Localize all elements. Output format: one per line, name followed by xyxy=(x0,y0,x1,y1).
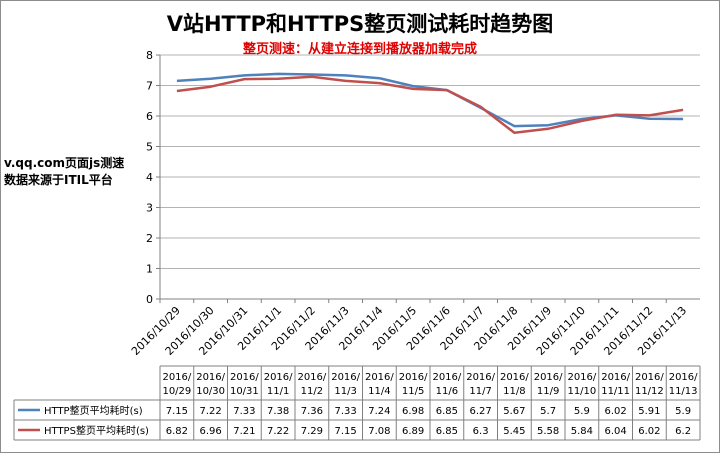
table-header-line-1: 2016/ xyxy=(230,372,259,383)
series-line-2 xyxy=(176,75,684,135)
y-tick-label: 6 xyxy=(146,110,153,123)
table-header-line-2: 11/12 xyxy=(635,386,664,397)
table-cell-value: 7.15 xyxy=(334,426,356,437)
table-cell-value: 5.58 xyxy=(537,426,559,437)
table-header-line-1: 2016/ xyxy=(365,372,394,383)
table-header-line-1: 2016/ xyxy=(264,372,293,383)
table-cell-value: 7.21 xyxy=(233,426,255,437)
table-header-line-2: 11/10 xyxy=(567,386,596,397)
table-header-line-2: 11/7 xyxy=(469,386,491,397)
table-cell-value: 6.04 xyxy=(604,426,626,437)
table-header-line-1: 2016/ xyxy=(669,372,698,383)
table-cell-value: 7.36 xyxy=(301,406,323,417)
table-header-line-1: 2016/ xyxy=(567,372,596,383)
y-tick-label: 8 xyxy=(146,49,153,62)
table-cell-value: 5.45 xyxy=(503,426,525,437)
table-cell-value: 6.96 xyxy=(199,426,221,437)
table-series-name: HTTP整页平均耗时(s) xyxy=(44,404,143,417)
table-header-line-1: 2016/ xyxy=(399,372,428,383)
table-cell-value: 5.7 xyxy=(540,406,556,417)
side-note-line-1: v.qq.com页面js测速 xyxy=(4,156,125,170)
table-header-line-2: 10/31 xyxy=(230,386,259,397)
y-tick-label: 4 xyxy=(146,171,153,184)
y-tick-label: 7 xyxy=(146,80,153,93)
table-header-line-2: 10/29 xyxy=(162,386,191,397)
table-header-line-2: 10/30 xyxy=(196,386,225,397)
side-note-line-2: 数据来源于ITIL平台 xyxy=(4,173,113,187)
table-cell-value: 5.91 xyxy=(638,406,660,417)
table-cell-value: 6.3 xyxy=(473,426,489,437)
table-header-line-2: 11/6 xyxy=(436,386,458,397)
table-cell-value: 7.08 xyxy=(368,426,390,437)
table-cell-value: 5.84 xyxy=(571,426,593,437)
table-header-line-2: 11/5 xyxy=(402,386,424,397)
table-header-line-2: 11/11 xyxy=(601,386,630,397)
table-cell-value: 7.24 xyxy=(368,406,390,417)
table-header-line-1: 2016/ xyxy=(331,372,360,383)
chart-title: V站HTTP和HTTPS整页测试耗时趋势图 xyxy=(166,12,554,36)
table-header-line-1: 2016/ xyxy=(635,372,664,383)
table-cell-value: 5.67 xyxy=(503,406,525,417)
y-tick-label: 0 xyxy=(146,293,153,306)
table-header-line-1: 2016/ xyxy=(162,372,191,383)
table-header-line-2: 11/3 xyxy=(334,386,356,397)
table-header-line-1: 2016/ xyxy=(500,372,529,383)
table-cell-value: 7.33 xyxy=(233,406,255,417)
series-line-1 xyxy=(176,72,684,128)
table-header-line-2: 11/8 xyxy=(503,386,525,397)
table-cell-value: 7.33 xyxy=(334,406,356,417)
table-cell-value: 5.9 xyxy=(574,406,590,417)
table-header-line-1: 2016/ xyxy=(466,372,495,383)
table-cell-value: 6.02 xyxy=(638,426,660,437)
side-note: v.qq.com页面js测速 数据来源于ITIL平台 xyxy=(4,155,144,189)
table-header-line-2: 11/13 xyxy=(669,386,698,397)
table-cell-value: 7.22 xyxy=(267,426,289,437)
table-cell-value: 7.22 xyxy=(199,406,221,417)
table-cell-value: 6.82 xyxy=(166,426,188,437)
y-tick-label: 3 xyxy=(146,202,153,215)
table-header-line-2: 11/1 xyxy=(267,386,289,397)
table-header-line-1: 2016/ xyxy=(196,372,225,383)
table-header-line-2: 11/2 xyxy=(301,386,323,397)
table-cell-value: 6.27 xyxy=(469,406,491,417)
y-tick-label: 1 xyxy=(146,263,153,276)
table-cell-value: 6.85 xyxy=(436,426,458,437)
table-cell-value: 7.29 xyxy=(301,426,323,437)
table-cell-value: 6.89 xyxy=(402,426,424,437)
table-cell-value: 6.98 xyxy=(402,406,424,417)
table-series-name: HTTPS整页平均耗时(s) xyxy=(44,424,149,437)
table-cell-value: 7.38 xyxy=(267,406,289,417)
table-header-line-1: 2016/ xyxy=(601,372,630,383)
table-cell-value: 6.02 xyxy=(604,406,626,417)
table-cell-value: 6.85 xyxy=(436,406,458,417)
y-tick-label: 2 xyxy=(146,232,153,245)
table-cell-value: 5.9 xyxy=(675,406,691,417)
table-header-line-1: 2016/ xyxy=(432,372,461,383)
table-cell-value: 6.2 xyxy=(675,426,691,437)
table-header-line-2: 11/9 xyxy=(537,386,559,397)
table-header-line-1: 2016/ xyxy=(297,372,326,383)
table-cell-value: 7.15 xyxy=(166,406,188,417)
chart-subtitle: 整页测速：从建立连接到播放器加载完成 xyxy=(242,42,477,57)
table-header-line-2: 11/4 xyxy=(368,386,390,397)
y-tick-label: 5 xyxy=(146,141,153,154)
table-header-line-1: 2016/ xyxy=(534,372,563,383)
